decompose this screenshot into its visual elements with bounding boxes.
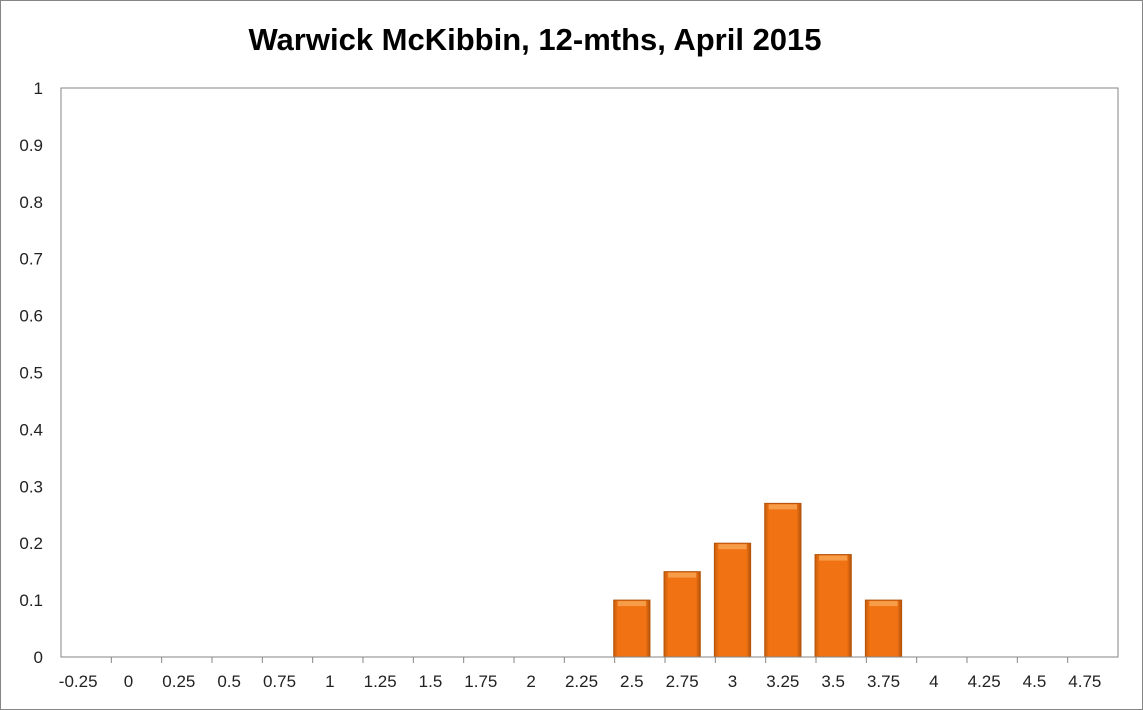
y-tick-label: 0.7 — [19, 250, 43, 269]
x-tick-label: 3.5 — [821, 672, 845, 691]
y-tick-label: 0.2 — [19, 534, 43, 553]
bar-bevel — [869, 601, 898, 607]
y-tick-label: 0.9 — [19, 136, 43, 155]
y-tick-label: 0.1 — [19, 591, 43, 610]
x-tick-label: 0.75 — [263, 672, 296, 691]
y-tick-label: 0.4 — [19, 420, 43, 439]
y-tick-label: 0 — [34, 648, 43, 667]
x-tick-label: 2.25 — [565, 672, 598, 691]
y-tick-label: 1 — [34, 79, 43, 98]
x-tick-label: 2.75 — [666, 672, 699, 691]
x-tick-label: 1.75 — [464, 672, 497, 691]
bar — [764, 502, 802, 658]
x-tick-label: 0 — [124, 672, 133, 691]
y-tick-label: 0.5 — [19, 364, 43, 383]
x-tick-label: 4.5 — [1023, 672, 1047, 691]
bar-bevel — [819, 555, 848, 561]
x-tick-label: 4 — [929, 672, 938, 691]
x-tick-label: 3.75 — [867, 672, 900, 691]
bar — [814, 554, 852, 658]
x-tick-label: 3.25 — [766, 672, 799, 691]
x-tick-label: 4.25 — [968, 672, 1001, 691]
bar-bevel — [668, 572, 697, 578]
y-tick-label: 0.8 — [19, 193, 43, 212]
x-tick-label: 0.5 — [217, 672, 241, 691]
x-tick-label: 2 — [526, 672, 535, 691]
bar — [613, 599, 651, 658]
x-tick-label: 2.5 — [620, 672, 644, 691]
x-tick-label: 1.5 — [419, 672, 443, 691]
y-tick-label: 0.3 — [19, 477, 43, 496]
x-tick-label: -0.25 — [59, 672, 98, 691]
bar-bevel — [718, 544, 747, 550]
bar-bevel — [617, 601, 646, 607]
x-tick-label: 4.75 — [1068, 672, 1101, 691]
x-tick-label: 0.25 — [162, 672, 195, 691]
bar — [713, 542, 752, 658]
bar-bevel — [768, 504, 797, 510]
plot-border — [60, 87, 1119, 658]
bar — [864, 599, 903, 658]
x-tick-label: 3 — [728, 672, 737, 691]
x-tick-label: 1 — [325, 672, 334, 691]
chart-title: Warwick McKibbin, 12-mths, April 2015 — [248, 22, 822, 57]
x-tick-label: 1.25 — [364, 672, 397, 691]
bar — [663, 571, 701, 658]
y-tick-label: 0.6 — [19, 307, 43, 326]
